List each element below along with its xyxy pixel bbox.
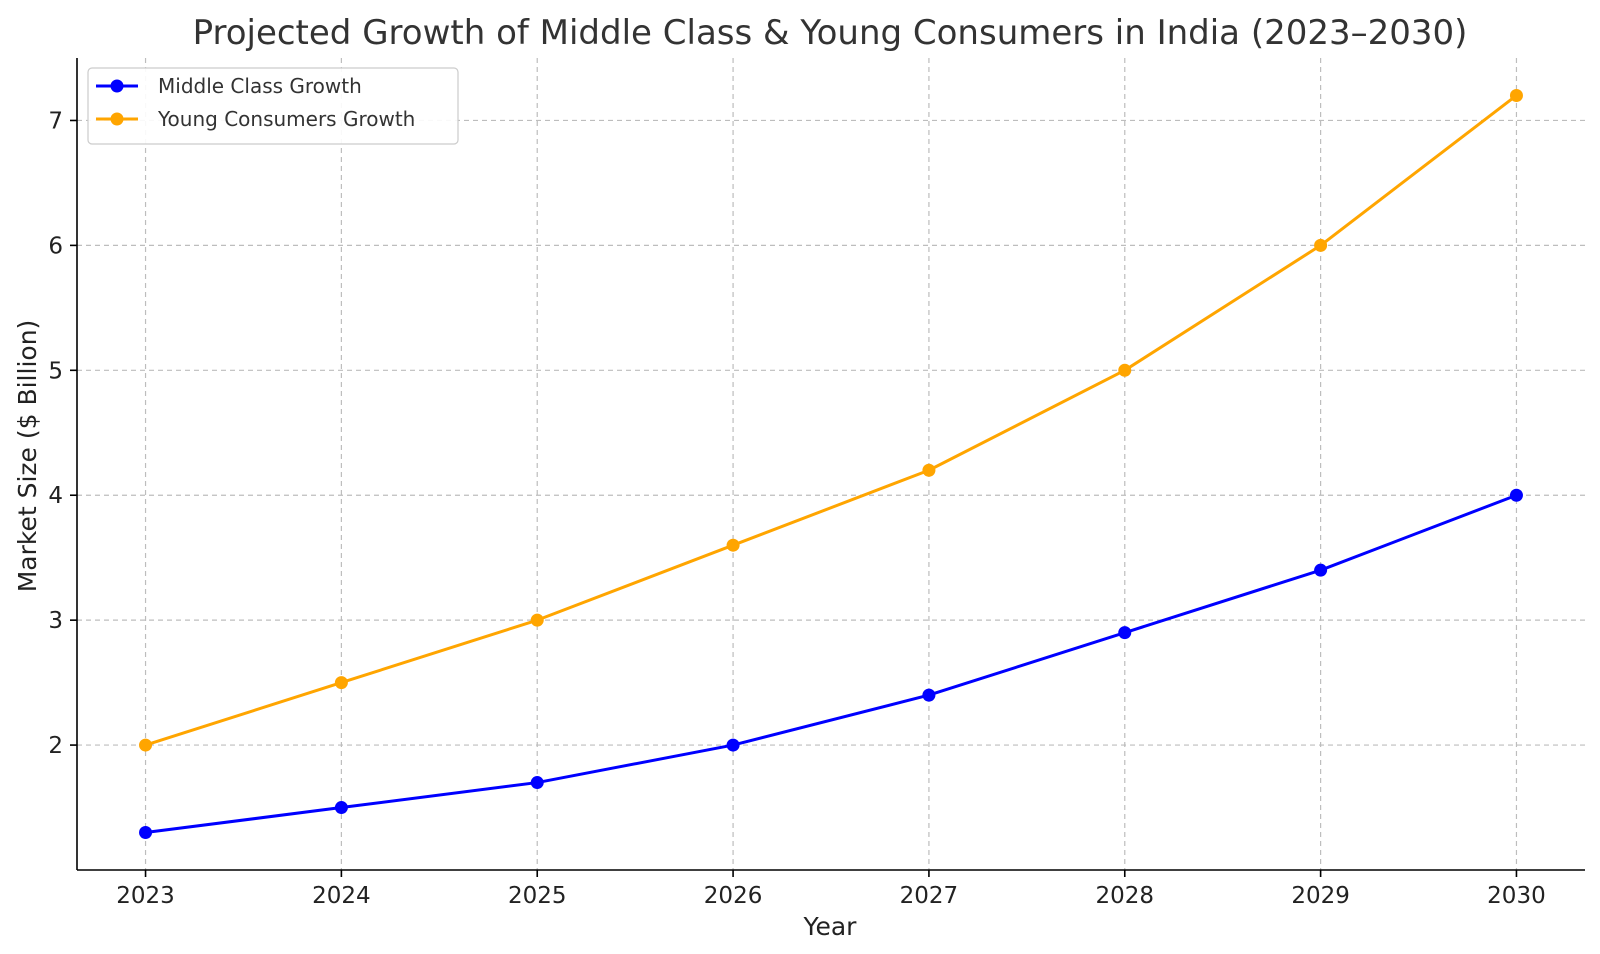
- series-middle-class-growth: [139, 488, 1523, 840]
- grid: [77, 58, 1585, 870]
- legend-label-young-consumers-growth: Young Consumers Growth: [157, 107, 415, 131]
- legend-swatch-marker-middle-class-growth: [110, 79, 124, 93]
- x-axis-label: Year: [803, 912, 858, 941]
- y-tick-label-4: 4: [48, 483, 63, 509]
- x-tick-label-2024: 2024: [312, 883, 371, 909]
- legend: Middle Class Growth Young Consumers Growt…: [87, 67, 459, 145]
- data-point-young-consumers-growth-2027: [922, 463, 936, 477]
- data-point-middle-class-growth-2023: [139, 826, 153, 840]
- y-tick-label-5: 5: [48, 358, 63, 384]
- data-point-young-consumers-growth-2029: [1314, 238, 1328, 252]
- data-point-middle-class-growth-2026: [726, 738, 740, 752]
- x-tick-label-2025: 2025: [508, 883, 567, 909]
- data-point-middle-class-growth-2028: [1118, 626, 1132, 640]
- x-tick-label-2029: 2029: [1291, 883, 1350, 909]
- y-tick-label-3: 3: [48, 608, 63, 634]
- data-point-middle-class-growth-2030: [1509, 488, 1523, 502]
- data-point-middle-class-growth-2029: [1314, 563, 1328, 577]
- legend-swatch-marker-young-consumers-growth: [110, 112, 124, 126]
- x-tick-label-2030: 2030: [1487, 883, 1546, 909]
- axes: [76, 58, 1585, 871]
- y-tick-label-7: 7: [48, 108, 63, 134]
- data-point-young-consumers-growth-2028: [1118, 363, 1132, 377]
- data-point-young-consumers-growth-2025: [530, 613, 544, 627]
- data-point-middle-class-growth-2027: [922, 688, 936, 702]
- data-point-young-consumers-growth-2024: [334, 676, 348, 690]
- series-line-young-consumers-growth: [145, 94, 1518, 747]
- data-point-middle-class-growth-2025: [530, 776, 544, 790]
- series: [139, 88, 1523, 840]
- x-tick-label-2023: 2023: [116, 883, 175, 909]
- x-tick-label-2028: 2028: [1095, 883, 1154, 909]
- x-tick-label-2027: 2027: [900, 883, 959, 909]
- chart-title: Projected Growth of Middle Class & Young…: [193, 13, 1468, 53]
- series-line-middle-class-growth: [145, 493, 1517, 835]
- y-tick-label-2: 2: [48, 733, 63, 759]
- ticks: 2023 2024 2025 2026 2027 2028 2029 2030 2 3 4 5 6 7: [48, 108, 1545, 909]
- legend-frame: [87, 67, 459, 145]
- x-tick-label-2026: 2026: [704, 883, 763, 909]
- legend-item-young-consumers-growth: Young Consumers Growth: [96, 107, 415, 131]
- legend-label-middle-class-growth: Middle Class Growth: [158, 74, 362, 98]
- legend-item-middle-class-growth: Middle Class Growth: [96, 74, 362, 98]
- data-point-young-consumers-growth-2023: [139, 738, 153, 752]
- data-point-middle-class-growth-2024: [334, 801, 348, 815]
- data-point-young-consumers-growth-2026: [726, 538, 740, 552]
- y-tick-label-6: 6: [48, 233, 63, 259]
- y-axis-label: Market Size ($ Billion): [13, 320, 42, 593]
- series-young-consumers-growth: [139, 88, 1523, 752]
- data-point-young-consumers-growth-2030: [1509, 88, 1523, 102]
